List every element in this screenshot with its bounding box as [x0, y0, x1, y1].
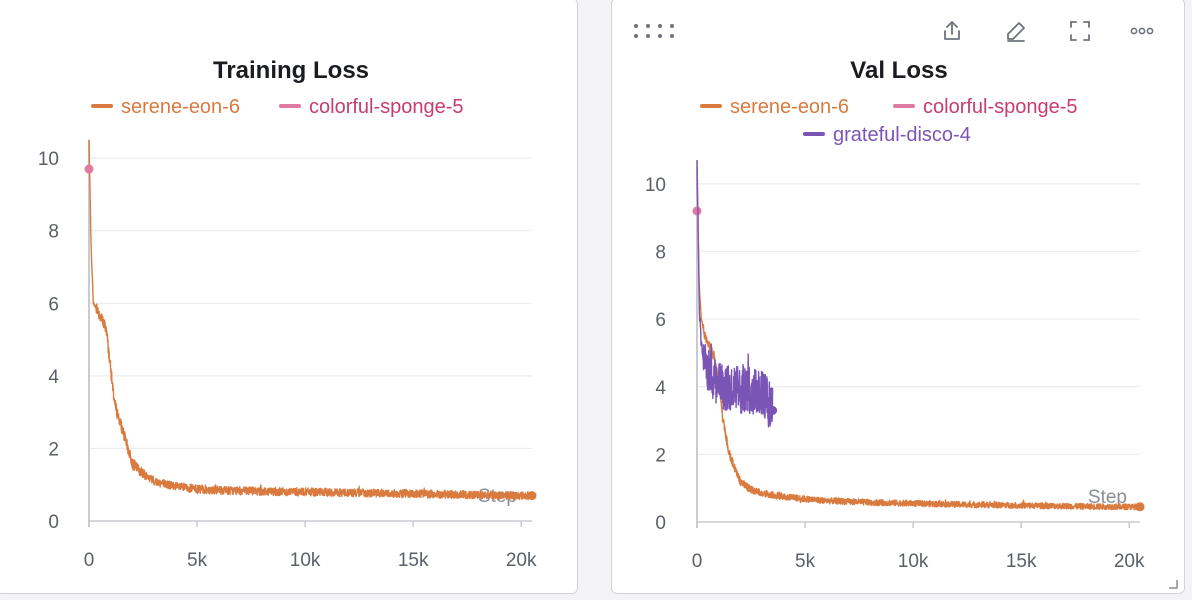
- panel-toolbar: [612, 17, 1184, 49]
- share-icon[interactable]: [938, 17, 966, 45]
- series-line-serene-eon-6: [696, 160, 1141, 511]
- series-line-grateful-disco-4: [696, 160, 774, 428]
- chart-panel-training-loss[interactable]: Training Loss serene-eon-6 colorful-sponge…: [0, 0, 578, 594]
- y-tick-label: 0: [655, 513, 666, 534]
- x-tick-label: 15k: [1006, 551, 1037, 572]
- x-tick-label: 5k: [187, 550, 208, 571]
- y-tick-label: 2: [48, 439, 59, 460]
- y-tick-label: 8: [48, 222, 59, 243]
- y-tick-label: 2: [655, 445, 666, 466]
- series-endpoint-serene-eon-6: [527, 491, 537, 501]
- x-axis-label: Step: [1088, 487, 1127, 508]
- y-tick-label: 8: [655, 243, 666, 264]
- chart-title: Training Loss: [213, 57, 369, 84]
- y-tick-label: 4: [655, 378, 666, 399]
- drag-handle-icon[interactable]: [632, 21, 676, 41]
- y-tick-label: 0: [48, 512, 59, 533]
- series-endpoint-grateful-disco-4: [768, 405, 778, 415]
- edit-icon[interactable]: [1002, 17, 1030, 45]
- resize-handle-icon[interactable]: [1168, 579, 1178, 589]
- training-loss-chart: Training Loss serene-eon-6 colorful-sponge…: [38, 57, 537, 571]
- x-tick-label: 0: [692, 551, 703, 572]
- chart-panel-val-loss[interactable]: Val Loss serene-eon-6 colorful-sponge-5 gra…: [611, 0, 1185, 594]
- x-tick-label: 0: [84, 550, 95, 571]
- series-endpoint-serene-eon-6: [1135, 502, 1145, 512]
- legend-label: colorful-sponge-5: [923, 96, 1078, 118]
- series-line-serene-eon-6: [88, 139, 533, 501]
- y-tick-label: 6: [48, 294, 59, 315]
- y-tick-label: 4: [48, 367, 59, 388]
- chart-title: Val Loss: [850, 57, 947, 84]
- fullscreen-icon[interactable]: [1066, 17, 1094, 45]
- x-tick-label: 5k: [795, 551, 816, 572]
- x-tick-label: 20k: [506, 550, 537, 571]
- x-tick-label: 10k: [898, 551, 929, 572]
- series-point-colorful-sponge-5: [692, 206, 702, 216]
- legend-label: colorful-sponge-5: [309, 96, 464, 118]
- x-tick-label: 20k: [1114, 551, 1145, 572]
- legend-label: serene-eon-6: [730, 96, 849, 118]
- x-tick-label: 15k: [398, 550, 429, 571]
- drag-dots: [634, 24, 674, 38]
- series-point-colorful-sponge-5: [84, 164, 94, 174]
- legend-label: serene-eon-6: [121, 96, 240, 118]
- more-icon[interactable]: [1128, 17, 1156, 45]
- legend-label: grateful-disco-4: [833, 124, 971, 146]
- y-tick-label: 6: [655, 310, 666, 331]
- x-tick-label: 10k: [290, 550, 321, 571]
- y-tick-label: 10: [645, 175, 666, 196]
- y-tick-label: 10: [38, 149, 59, 170]
